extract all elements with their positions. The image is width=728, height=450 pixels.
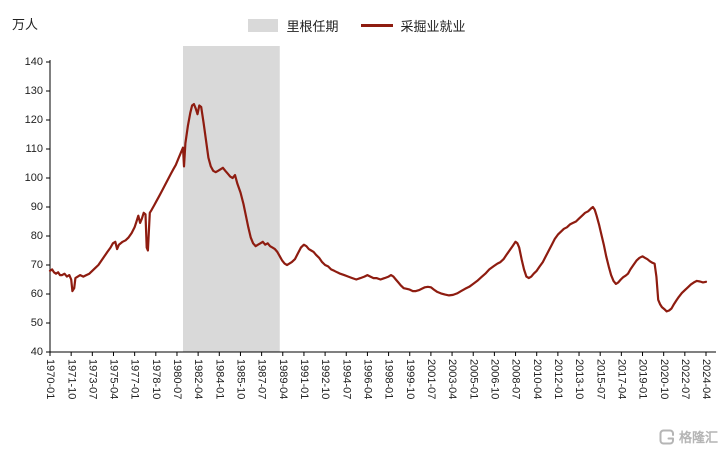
- svg-text:1996-04: 1996-04: [362, 359, 374, 399]
- svg-text:120: 120: [25, 114, 43, 126]
- svg-text:1980-07: 1980-07: [171, 359, 183, 399]
- svg-text:2020-10: 2020-10: [658, 359, 670, 399]
- svg-text:2008-07: 2008-07: [510, 359, 522, 399]
- svg-text:2001-07: 2001-07: [425, 359, 437, 399]
- legend-line-label: 采掘业就业: [400, 19, 466, 34]
- svg-text:1994-07: 1994-07: [340, 359, 352, 399]
- svg-text:1998-01: 1998-01: [383, 359, 395, 399]
- svg-text:1975-04: 1975-04: [108, 359, 120, 399]
- svg-text:1984-01: 1984-01: [213, 359, 225, 399]
- svg-text:1991-01: 1991-01: [298, 359, 310, 399]
- svg-text:110: 110: [25, 143, 43, 155]
- gelonghui-logo-icon: [659, 429, 674, 444]
- svg-text:1970-01: 1970-01: [44, 359, 56, 399]
- svg-text:2003-04: 2003-04: [446, 359, 458, 399]
- svg-text:100: 100: [25, 172, 43, 184]
- svg-text:1978-10: 1978-10: [150, 359, 162, 399]
- legend-line-swatch: [360, 24, 393, 27]
- svg-text:1973-07: 1973-07: [86, 359, 98, 399]
- svg-text:2022-07: 2022-07: [679, 359, 691, 399]
- svg-text:1992-10: 1992-10: [319, 359, 331, 399]
- y-axis-unit-label: 万人: [12, 17, 39, 32]
- svg-text:2013-10: 2013-10: [573, 359, 585, 399]
- legend-band-swatch: [248, 19, 279, 32]
- svg-text:2005-01: 2005-01: [467, 359, 479, 399]
- svg-text:50: 50: [31, 317, 43, 329]
- legend: 里根任期 采掘业就业: [0, 16, 728, 35]
- svg-text:60: 60: [31, 288, 43, 300]
- svg-text:90: 90: [31, 201, 43, 213]
- svg-text:80: 80: [31, 230, 43, 242]
- svg-text:2006-10: 2006-10: [488, 359, 500, 399]
- svg-text:40: 40: [31, 346, 43, 358]
- svg-text:1985-10: 1985-10: [235, 359, 247, 399]
- svg-text:1989-04: 1989-04: [277, 359, 289, 399]
- watermark: 格隆汇: [659, 427, 718, 446]
- watermark-text: 格隆汇: [678, 430, 718, 445]
- svg-text:2019-01: 2019-01: [637, 359, 649, 399]
- svg-text:130: 130: [25, 85, 43, 97]
- svg-text:1977-01: 1977-01: [129, 359, 141, 399]
- svg-text:1999-10: 1999-10: [404, 359, 416, 399]
- svg-text:2017-04: 2017-04: [615, 359, 627, 399]
- svg-text:2012-01: 2012-01: [552, 359, 564, 399]
- svg-text:140: 140: [25, 56, 43, 68]
- svg-text:2015-07: 2015-07: [594, 359, 606, 399]
- svg-text:1971-10: 1971-10: [65, 359, 77, 399]
- svg-text:1987-07: 1987-07: [256, 359, 268, 399]
- svg-text:2024-04: 2024-04: [700, 359, 712, 399]
- legend-band-label: 里根任期: [286, 19, 339, 34]
- svg-text:1982-04: 1982-04: [192, 359, 204, 399]
- svg-text:2010-04: 2010-04: [531, 359, 543, 399]
- svg-text:70: 70: [31, 259, 43, 271]
